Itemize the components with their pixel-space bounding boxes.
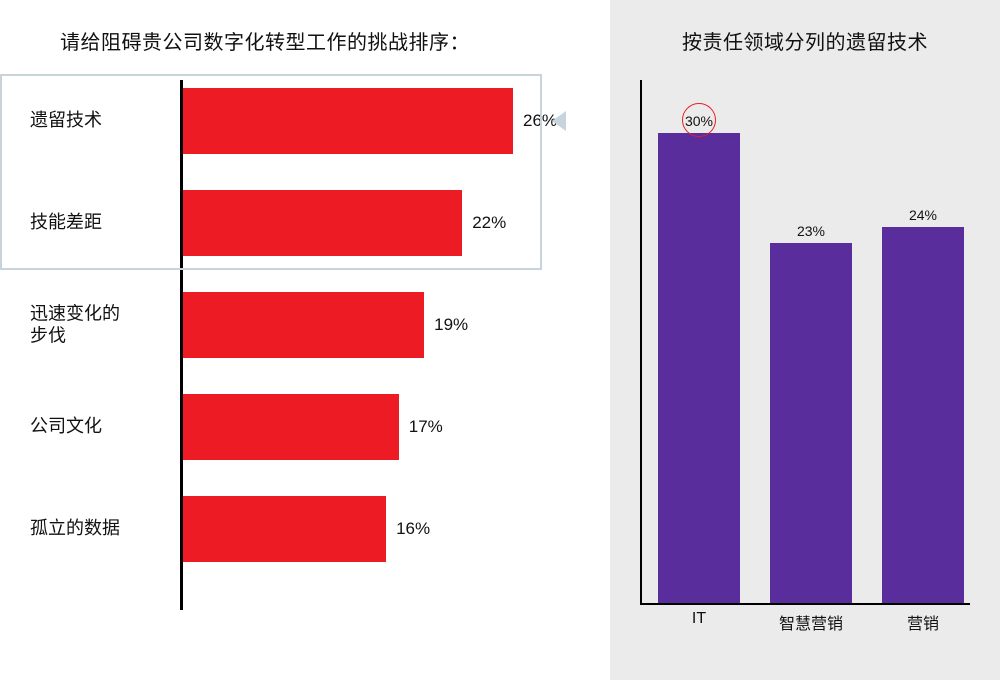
hbar-row: 迅速变化的步伐 19% xyxy=(0,292,560,358)
hbar-label: 迅速变化的步伐 xyxy=(30,303,170,346)
hbar-label: 公司文化 xyxy=(30,416,170,438)
vbar-label: IT xyxy=(643,610,755,628)
vertical-bar-chart: IT30%智慧营销23%营销24% xyxy=(640,80,980,620)
right-chart-y-axis xyxy=(640,80,642,605)
left-panel: 请给阻碍贵公司数字化转型工作的挑战排序： 遗留技术26%技能差距22%迅速变化的… xyxy=(0,0,580,680)
highlight-circle-icon xyxy=(682,103,716,137)
arrow-left-icon xyxy=(552,111,566,131)
hbar-rect xyxy=(183,292,424,358)
horizontal-bar-chart: 遗留技术26%技能差距22%迅速变化的步伐19%公司文化17%孤立的数据16% xyxy=(0,80,560,620)
hbar-row: 公司文化 17% xyxy=(0,394,560,460)
vbar-value: 23% xyxy=(770,223,852,239)
vbar-label: 营销 xyxy=(867,610,979,634)
hbar-rect xyxy=(183,394,399,460)
vbar-rect xyxy=(882,227,964,603)
hbar-row: 孤立的数据 16% xyxy=(0,496,560,562)
highlight-box xyxy=(0,74,542,270)
vbar-label: 智慧营销 xyxy=(755,610,867,634)
vbar-rect xyxy=(770,243,852,603)
vbar-rect xyxy=(658,133,740,603)
left-chart-title: 请给阻碍贵公司数字化转型工作的挑战排序： xyxy=(60,26,470,55)
right-chart-x-axis xyxy=(640,603,970,605)
chart-container: 请给阻碍贵公司数字化转型工作的挑战排序： 遗留技术26%技能差距22%迅速变化的… xyxy=(0,0,1000,680)
hbar-value: 17% xyxy=(409,417,443,437)
right-panel: 按责任领域分列的遗留技术 IT30%智慧营销23%营销24% xyxy=(610,0,1000,680)
vbar-value: 24% xyxy=(882,207,964,223)
hbar-value: 16% xyxy=(396,519,430,539)
hbar-rect xyxy=(183,496,386,562)
right-chart-title: 按责任领域分列的遗留技术 xyxy=(610,26,1000,55)
hbar-label: 孤立的数据 xyxy=(30,518,170,540)
hbar-value: 19% xyxy=(434,315,468,335)
